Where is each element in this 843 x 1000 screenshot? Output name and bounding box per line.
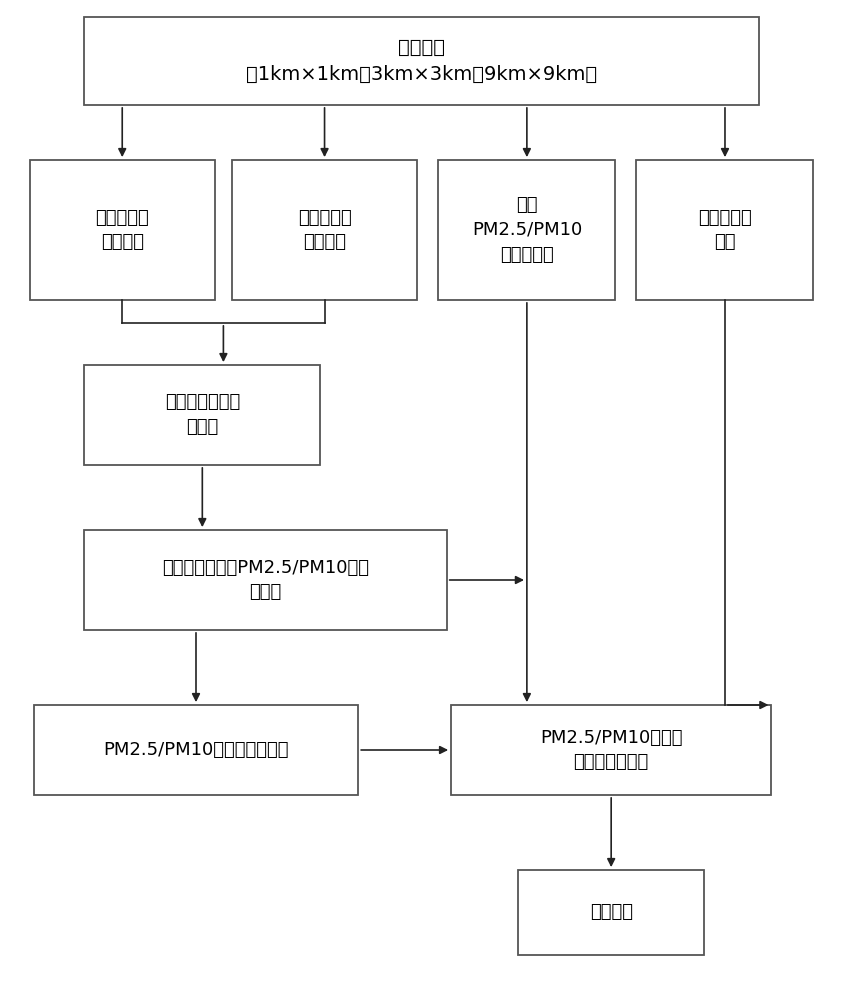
Text: 预报气象要素与PM2.5/PM10的预
测模型: 预报气象要素与PM2.5/PM10的预 测模型 [162, 558, 369, 601]
FancyBboxPatch shape [30, 160, 215, 300]
Text: 光伏功率: 光伏功率 [589, 904, 633, 922]
FancyBboxPatch shape [34, 705, 358, 795]
FancyBboxPatch shape [636, 160, 813, 300]
FancyBboxPatch shape [451, 705, 771, 795]
Text: 实测气象要
素网格化: 实测气象要 素网格化 [298, 209, 352, 251]
Text: 预报气象要
素网格化: 预报气象要 素网格化 [95, 209, 149, 251]
FancyBboxPatch shape [232, 160, 417, 300]
FancyBboxPatch shape [518, 870, 704, 955]
Text: 光伏功率网
格化: 光伏功率网 格化 [698, 209, 752, 251]
FancyBboxPatch shape [84, 530, 447, 630]
Text: 预报气象要素订
正检验: 预报气象要素订 正检验 [164, 393, 240, 436]
FancyBboxPatch shape [84, 17, 759, 105]
FancyBboxPatch shape [438, 160, 615, 300]
FancyBboxPatch shape [84, 365, 320, 465]
Text: PM2.5/PM10与光伏
功率的相关关系: PM2.5/PM10与光伏 功率的相关关系 [540, 728, 683, 772]
Text: PM2.5/PM10覆盖范围及浓度: PM2.5/PM10覆盖范围及浓度 [103, 741, 289, 759]
Text: 实测
PM2.5/PM10
浓度网格化: 实测 PM2.5/PM10 浓度网格化 [472, 196, 582, 264]
Text: 网格划分
（1km×1km、3km×3km、9km×9km）: 网格划分 （1km×1km、3km×3km、9km×9km） [246, 38, 597, 84]
